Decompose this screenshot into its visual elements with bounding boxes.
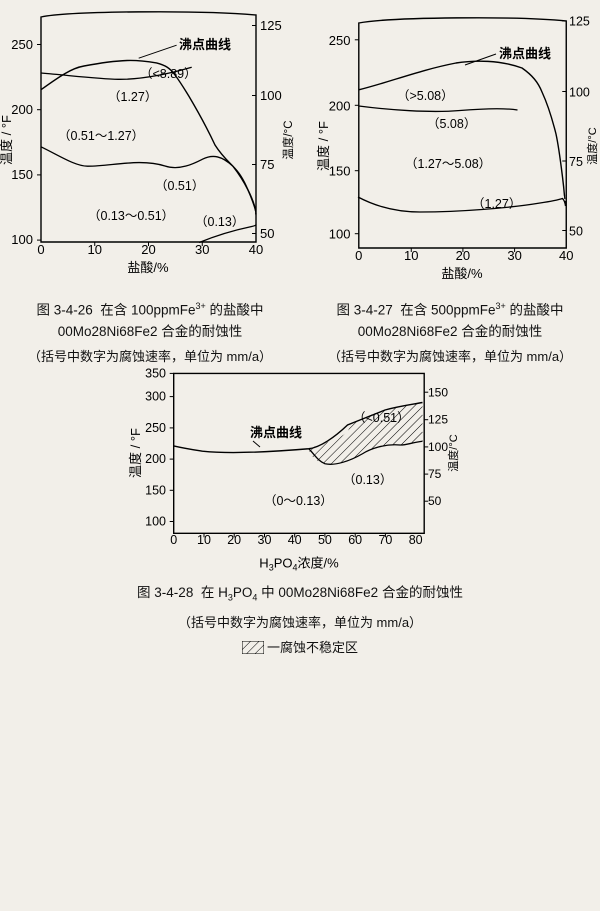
- svg-text:温度/°C: 温度/°C: [585, 127, 599, 164]
- svg-text:盐酸/%: 盐酸/%: [127, 260, 169, 275]
- svg-text:75: 75: [260, 157, 274, 172]
- svg-text:150: 150: [145, 483, 166, 497]
- svg-text:0: 0: [355, 248, 362, 263]
- svg-text:125: 125: [260, 18, 282, 33]
- svg-text:温度 / °F: 温度 / °F: [128, 428, 143, 478]
- svg-text:350: 350: [145, 366, 166, 380]
- svg-text:（0～0.13）: （0～0.13）: [264, 494, 333, 508]
- svg-text:（<8.89）: （<8.89）: [140, 67, 197, 81]
- svg-text:沸点曲线: 沸点曲线: [499, 46, 551, 61]
- svg-text:沸点曲线: 沸点曲线: [250, 425, 302, 440]
- svg-text:温度 / °F: 温度 / °F: [0, 115, 14, 165]
- svg-text:100: 100: [260, 88, 282, 103]
- svg-text:（0.51～1.27）: （0.51～1.27）: [58, 129, 144, 143]
- svg-text:（0.13）: （0.13）: [343, 473, 392, 487]
- svg-text:250: 250: [329, 33, 351, 48]
- svg-text:150: 150: [329, 164, 351, 179]
- svg-text:温度 / °F: 温度 / °F: [316, 121, 331, 171]
- svg-text:75: 75: [428, 467, 442, 481]
- svg-text:（1.27）: （1.27）: [472, 197, 521, 211]
- svg-text:50: 50: [260, 226, 274, 241]
- svg-text:温度/°C: 温度/°C: [281, 120, 295, 159]
- svg-text:（<0.51）: （<0.51）: [353, 411, 410, 425]
- svg-text:100: 100: [329, 227, 351, 242]
- svg-text:（5.08）: （5.08）: [427, 117, 476, 131]
- svg-text:（1.27）: （1.27）: [108, 90, 157, 104]
- svg-text:250: 250: [11, 37, 33, 52]
- svg-text:200: 200: [11, 102, 33, 117]
- svg-text:0: 0: [37, 242, 44, 257]
- svg-text:150: 150: [428, 386, 448, 400]
- svg-text:150: 150: [11, 167, 33, 182]
- svg-text:40: 40: [249, 242, 263, 257]
- svg-text:100: 100: [11, 232, 33, 247]
- svg-text:温度/°C: 温度/°C: [446, 434, 460, 471]
- svg-text:200: 200: [145, 452, 166, 466]
- svg-text:40: 40: [559, 248, 573, 263]
- svg-text:300: 300: [145, 390, 166, 404]
- svg-text:（0.13～0.51）: （0.13～0.51）: [88, 209, 174, 223]
- svg-text:100: 100: [145, 515, 166, 529]
- svg-text:125: 125: [569, 15, 590, 29]
- svg-text:（0.13）: （0.13）: [195, 215, 244, 229]
- svg-text:50: 50: [428, 494, 442, 508]
- svg-text:250: 250: [145, 421, 166, 435]
- svg-text:200: 200: [329, 98, 351, 113]
- svg-text:75: 75: [569, 155, 583, 169]
- svg-text:125: 125: [428, 413, 448, 427]
- svg-text:（1.27～5.08）: （1.27～5.08）: [405, 157, 491, 171]
- svg-text:（0.51）: （0.51）: [155, 179, 204, 193]
- svg-text:80: 80: [409, 533, 423, 547]
- svg-text:（>5.08）: （>5.08）: [397, 89, 454, 103]
- svg-text:0: 0: [170, 533, 177, 547]
- svg-text:100: 100: [569, 85, 590, 99]
- svg-text:50: 50: [569, 224, 583, 238]
- svg-text:盐酸/%: 盐酸/%: [441, 266, 483, 281]
- svg-text:H3PO4浓度/%: H3PO4浓度/%: [259, 556, 339, 573]
- svg-text:沸点曲线: 沸点曲线: [179, 37, 231, 52]
- svg-text:100: 100: [428, 440, 448, 454]
